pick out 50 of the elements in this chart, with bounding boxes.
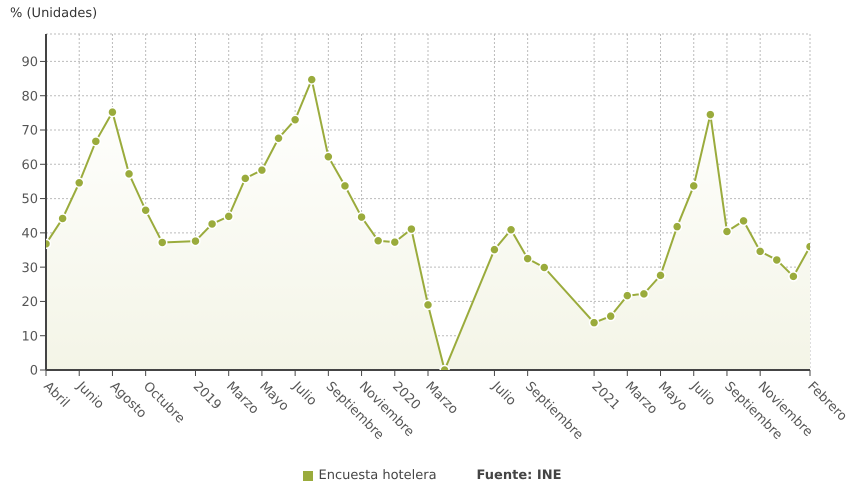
y-tick-label: 90 bbox=[21, 55, 38, 70]
point bbox=[140, 204, 151, 216]
y-tick-label: 30 bbox=[21, 260, 38, 276]
legend-label: Encuesta hotelera bbox=[318, 468, 437, 483]
point bbox=[157, 237, 168, 248]
point bbox=[506, 224, 516, 236]
point bbox=[290, 114, 300, 125]
y-tick-label: 40 bbox=[21, 226, 38, 242]
y-tick-label: 10 bbox=[21, 329, 38, 344]
point bbox=[722, 226, 732, 237]
point bbox=[124, 168, 134, 180]
point bbox=[638, 288, 650, 300]
point bbox=[57, 213, 68, 224]
point bbox=[406, 224, 417, 234]
y-tick-label: 50 bbox=[21, 192, 38, 208]
point bbox=[340, 180, 350, 192]
point bbox=[738, 216, 749, 226]
y-tick-label: 20 bbox=[21, 295, 38, 310]
point bbox=[107, 106, 118, 118]
point bbox=[206, 218, 218, 230]
y-tick-label: 80 bbox=[21, 89, 38, 104]
point bbox=[90, 136, 102, 147]
point bbox=[754, 246, 766, 257]
point bbox=[240, 173, 251, 184]
point bbox=[273, 132, 284, 144]
point bbox=[788, 271, 799, 282]
y-axis-title: % (Unidades) bbox=[10, 6, 98, 21]
point bbox=[223, 211, 234, 222]
point bbox=[422, 300, 434, 310]
point bbox=[372, 235, 384, 246]
point bbox=[190, 236, 201, 246]
point bbox=[605, 310, 616, 322]
point bbox=[522, 253, 533, 264]
point bbox=[256, 164, 268, 176]
point bbox=[74, 178, 84, 188]
point bbox=[323, 151, 334, 162]
point bbox=[772, 254, 782, 266]
point bbox=[390, 236, 400, 248]
point bbox=[489, 244, 500, 255]
y-tick-label: 60 bbox=[21, 158, 38, 173]
point bbox=[705, 109, 716, 120]
point bbox=[622, 290, 633, 301]
point bbox=[672, 221, 682, 232]
source-note: Fuente: INE bbox=[476, 468, 562, 483]
point bbox=[655, 270, 666, 281]
point bbox=[356, 212, 367, 222]
point bbox=[588, 317, 600, 328]
point bbox=[539, 262, 550, 273]
y-tick-label: 70 bbox=[21, 124, 38, 139]
y-tick-label: 0 bbox=[30, 364, 38, 379]
